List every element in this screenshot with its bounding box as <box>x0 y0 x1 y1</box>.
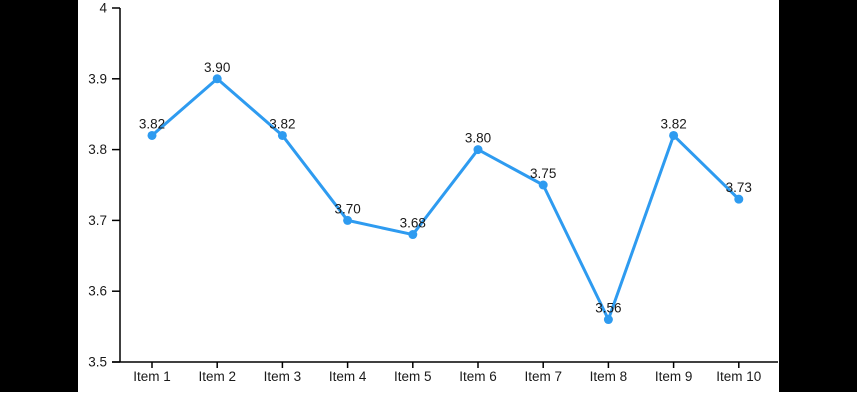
x-tick-label: Item 6 <box>459 369 497 384</box>
data-point <box>473 145 483 155</box>
y-tick-label: 3.6 <box>88 284 107 299</box>
data-point-label: 3.80 <box>465 131 491 146</box>
data-point-label: 3.73 <box>726 180 752 195</box>
x-tick-label: Item 9 <box>655 369 693 384</box>
data-point-label: 3.82 <box>660 116 686 131</box>
x-tick-label: Item 10 <box>716 369 761 384</box>
y-tick-label: 3.5 <box>88 355 107 370</box>
letterbox-right <box>779 0 857 392</box>
data-point-label: 3.75 <box>530 166 556 181</box>
data-point <box>147 130 157 140</box>
x-tick-label: Item 2 <box>198 369 236 384</box>
x-tick-label: Item 4 <box>329 369 367 384</box>
y-tick-label: 3.8 <box>88 142 107 157</box>
y-tick-label: 4 <box>99 1 107 16</box>
y-tick-label: 3.9 <box>88 71 107 86</box>
chart-line <box>150 77 741 322</box>
data-point <box>212 74 222 84</box>
data-point-label: 3.90 <box>204 60 230 75</box>
data-point-label: 3.82 <box>139 116 165 131</box>
data-point <box>343 215 353 225</box>
data-point <box>734 194 744 204</box>
data-point-label: 3.70 <box>334 201 360 216</box>
data-point <box>603 315 613 325</box>
data-point-label: 3.56 <box>595 301 621 316</box>
letterbox-left <box>0 0 78 392</box>
data-point <box>408 230 418 240</box>
data-point <box>538 180 548 190</box>
x-tick-label: Item 7 <box>524 369 562 384</box>
data-point <box>277 130 287 140</box>
x-tick-label: Item 1 <box>133 369 171 384</box>
x-tick-label: Item 8 <box>590 369 628 384</box>
data-point <box>669 130 679 140</box>
x-tick-label: Item 3 <box>264 369 302 384</box>
x-tick-label: Item 5 <box>394 369 432 384</box>
data-point-label: 3.82 <box>269 116 295 131</box>
data-point-label: 3.68 <box>400 216 426 231</box>
y-tick-label: 3.7 <box>88 213 107 228</box>
